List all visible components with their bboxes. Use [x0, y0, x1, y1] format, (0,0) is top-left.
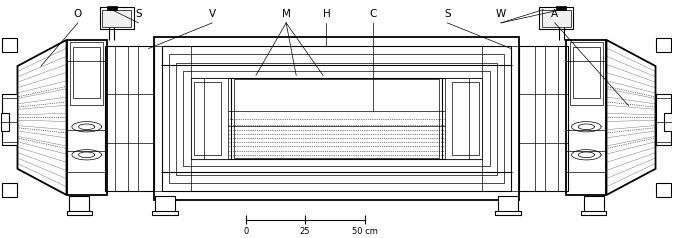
Bar [162, 46, 511, 191]
Polygon shape [606, 40, 656, 195]
Text: A: A [551, 9, 559, 19]
Bar [182, 71, 491, 166]
Bar [2, 38, 17, 52]
Bar [583, 196, 604, 212]
Text: 0: 0 [243, 227, 248, 236]
Bar [67, 211, 92, 215]
Bar [73, 47, 100, 98]
Text: S: S [444, 9, 451, 19]
Bar [69, 196, 90, 212]
Text: M: M [282, 9, 291, 19]
Bar [656, 94, 671, 145]
Bar [495, 211, 520, 215]
Bar [542, 10, 571, 27]
Bar [2, 183, 17, 197]
Bar [154, 37, 519, 200]
Polygon shape [17, 40, 67, 195]
Bar [498, 196, 518, 212]
Bar [581, 211, 606, 215]
Bar [2, 94, 17, 145]
Text: V: V [209, 9, 216, 19]
Bar [656, 38, 671, 52]
Bar [107, 6, 117, 10]
Bar [194, 82, 221, 155]
Bar [664, 113, 672, 131]
Bar [67, 40, 107, 195]
Text: 25: 25 [299, 227, 310, 236]
Bar [234, 79, 439, 158]
Bar [556, 6, 566, 10]
Bar [656, 98, 671, 142]
Text: H: H [322, 9, 330, 19]
Text: C: C [369, 9, 377, 19]
Bar [190, 78, 483, 159]
Text: O: O [74, 9, 82, 19]
Bar [566, 40, 606, 195]
Text: S: S [135, 9, 142, 19]
Bar [102, 10, 131, 27]
Bar [100, 7, 134, 30]
Bar [70, 42, 104, 105]
Bar [573, 47, 600, 98]
Bar [606, 63, 627, 172]
Bar [446, 78, 483, 159]
Bar [105, 46, 154, 191]
Bar [2, 98, 17, 142]
Bar [656, 183, 671, 197]
Bar [569, 42, 603, 105]
Bar [1, 113, 9, 131]
Text: 50 cm: 50 cm [353, 227, 378, 236]
Bar [452, 82, 479, 155]
Bar [519, 46, 568, 191]
Bar [539, 7, 573, 30]
Bar [46, 63, 67, 172]
Bar [169, 55, 504, 183]
Bar [155, 196, 175, 212]
Bar [176, 63, 497, 175]
Bar [190, 78, 227, 159]
Text: W: W [496, 9, 506, 19]
Bar [153, 211, 178, 215]
